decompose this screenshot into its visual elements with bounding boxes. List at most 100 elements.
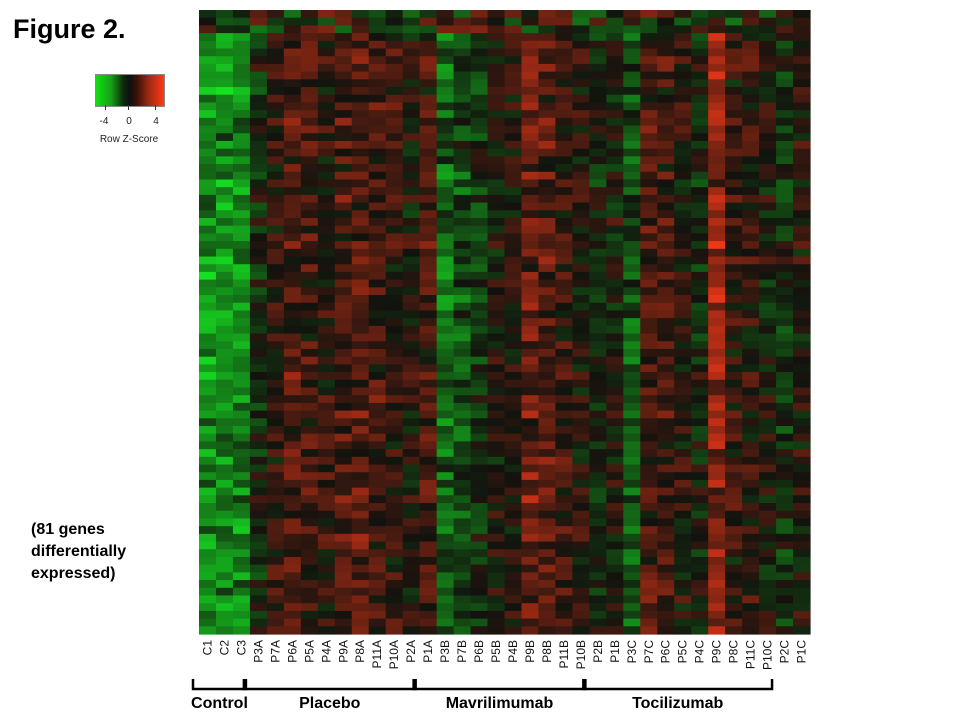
heatmap-cell	[674, 179, 692, 188]
heatmap-cell	[199, 479, 217, 489]
heatmap-cell	[657, 233, 675, 242]
heatmap-cell	[589, 233, 607, 242]
heatmap-cell	[691, 110, 709, 119]
heatmap-cell	[589, 580, 607, 589]
heatmap-cell	[487, 402, 506, 412]
heatmap-cell	[249, 433, 268, 442]
heatmap-cell	[589, 426, 607, 435]
heatmap-cell	[606, 40, 624, 50]
heatmap-cell	[793, 310, 811, 319]
heatmap-cell	[368, 587, 387, 597]
heatmap-cell	[776, 194, 794, 204]
heatmap-cell	[334, 279, 353, 288]
heatmap-cell	[606, 433, 624, 442]
heatmap-cell	[351, 333, 370, 342]
heatmap-cell	[249, 379, 268, 389]
heatmap-cell	[657, 318, 675, 327]
heatmap-cell	[419, 449, 438, 458]
heatmap-cell	[487, 241, 506, 250]
heatmap-cell	[521, 526, 540, 535]
heatmap-cell	[215, 526, 234, 535]
heatmap-cell	[776, 110, 794, 119]
heatmap-cell	[453, 464, 472, 473]
heatmap-cell	[249, 418, 268, 427]
heatmap-cell	[606, 117, 624, 127]
heatmap-cell	[368, 87, 387, 96]
heatmap-cell	[674, 526, 692, 535]
heatmap-cell	[266, 218, 285, 227]
heatmap-cell	[538, 256, 557, 265]
heatmap-cell	[742, 71, 760, 80]
heatmap-cell	[470, 626, 489, 635]
heatmap-cell	[691, 487, 709, 496]
heatmap-cell	[708, 256, 726, 265]
heatmap-cell	[606, 279, 624, 288]
heatmap-cell	[385, 472, 404, 481]
heatmap-cell	[555, 110, 573, 119]
heatmap-cell	[402, 256, 421, 265]
heatmap-cell	[453, 248, 472, 258]
heatmap-cell	[215, 71, 234, 80]
heatmap-cell	[606, 449, 624, 458]
heatmap-cell	[640, 164, 658, 173]
heatmap-cell	[487, 110, 506, 119]
heatmap-cell	[402, 464, 421, 473]
heatmap-cell	[555, 225, 573, 234]
heatmap-cell	[793, 487, 811, 496]
heatmap-cell	[385, 202, 404, 211]
heatmap-cell	[266, 117, 285, 127]
heatmap-cell	[283, 56, 302, 65]
heatmap-cell	[793, 318, 811, 327]
heatmap-cell	[589, 187, 607, 196]
heatmap-cell	[504, 341, 523, 350]
heatmap-cell	[725, 456, 743, 466]
heatmap-cell	[674, 356, 692, 365]
heatmap-cell	[334, 48, 353, 57]
heatmap-cell	[419, 87, 438, 96]
heatmap-cell	[232, 379, 251, 389]
heatmap-cell	[708, 626, 726, 635]
heatmap-cell	[300, 348, 319, 358]
heatmap-cell	[691, 510, 709, 520]
heatmap-cell	[317, 556, 336, 566]
heatmap-cell	[793, 564, 811, 573]
heatmap-cell	[657, 71, 675, 80]
heatmap-cell	[504, 610, 523, 620]
heatmap-cell	[640, 402, 658, 412]
heatmap-cell	[232, 572, 251, 581]
heatmap-cell	[538, 618, 557, 627]
heatmap-cell	[385, 179, 404, 188]
heatmap-cell	[742, 133, 760, 142]
heatmap-cell	[657, 456, 675, 466]
heatmap-cell	[334, 341, 353, 350]
heatmap-cell	[199, 610, 217, 620]
heatmap-cell	[674, 218, 692, 227]
heatmap-cell	[589, 102, 607, 111]
heatmap-cell	[606, 194, 624, 204]
heatmap-cell	[283, 33, 302, 42]
heatmap-cell	[334, 171, 353, 181]
heatmap-cell	[300, 379, 319, 389]
heatmap-cell	[640, 472, 658, 481]
heatmap-cell	[691, 218, 709, 227]
heatmap-cell	[623, 341, 641, 350]
heatmap-cell	[623, 348, 641, 358]
heatmap-cell	[266, 518, 285, 527]
heatmap-cell	[453, 356, 472, 365]
heatmap-cell	[317, 287, 336, 296]
heatmap-cell	[419, 110, 438, 119]
heatmap-cell	[640, 364, 658, 373]
heatmap-cell	[215, 379, 234, 389]
heatmap-cell	[555, 356, 573, 365]
heatmap-cell	[640, 487, 658, 496]
heatmap-cell	[351, 610, 370, 620]
heatmap-cell	[725, 110, 743, 119]
heatmap-cell	[249, 233, 268, 242]
heatmap-cell	[742, 626, 760, 635]
heatmap-cell	[215, 533, 234, 543]
heatmap-cell	[504, 125, 523, 134]
heatmap-cell	[419, 402, 438, 412]
heatmap-cell	[759, 225, 777, 234]
heatmap-cell	[249, 618, 268, 627]
heatmap-cell	[742, 510, 760, 520]
